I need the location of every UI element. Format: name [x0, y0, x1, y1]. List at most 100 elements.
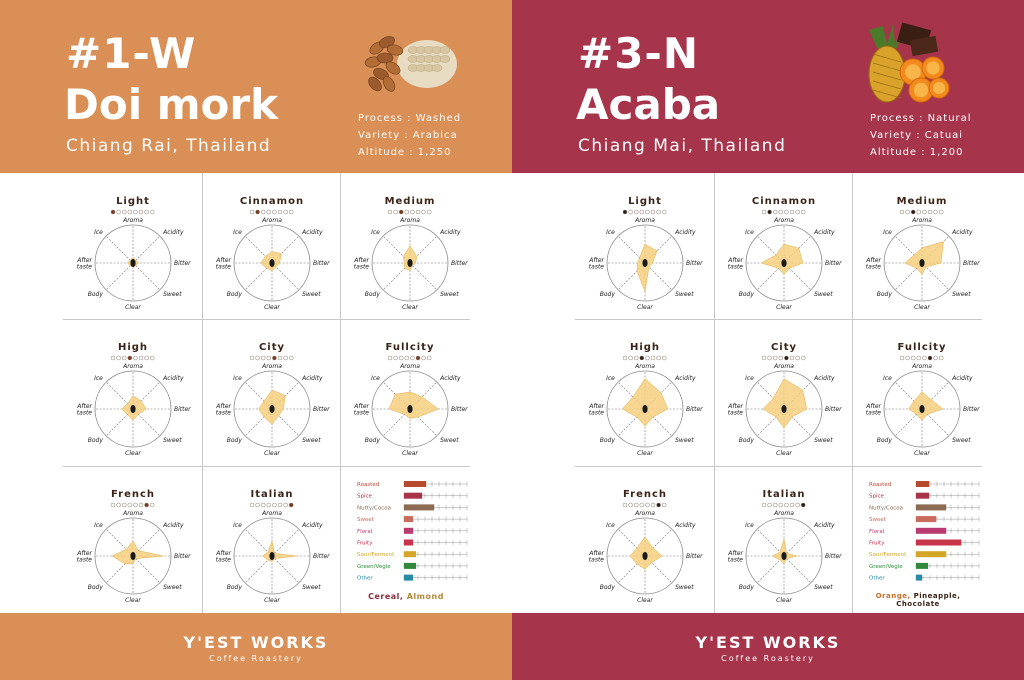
flavor-label: Other: [869, 576, 885, 582]
roast-level-name: Medium: [896, 196, 948, 207]
roast-level-name: Light: [116, 196, 150, 207]
coffee-location: Chiang Rai, Thailand: [66, 136, 272, 156]
roast-dot: [249, 209, 255, 215]
roast-dot: [277, 502, 283, 508]
axis-label: After taste: [215, 550, 231, 564]
axis-label: After taste: [865, 403, 881, 417]
coffee-bean-icon: [269, 259, 275, 267]
roast-dot: [260, 502, 266, 508]
roast-dot: [628, 502, 633, 508]
flavor-label: Sweet: [357, 517, 375, 523]
roast-dot: [410, 355, 415, 361]
axis-label: Acidity: [301, 522, 323, 529]
roast-dot: [633, 209, 639, 215]
radar-chart: Aroma Acidity Bitter Sweet Clear Body After tas…: [588, 355, 703, 457]
flavor-bar: [916, 516, 937, 523]
axis-label: Clear: [637, 597, 653, 604]
panel-header: #3-N Acaba Chiang Mai, Thailand Process : N…: [512, 0, 1024, 173]
axis-label: Bitter: [963, 260, 980, 267]
axis-label: Body: [600, 584, 616, 591]
axis-label: Sweet: [302, 291, 321, 298]
radar-cell-medium: Medium Aroma Acidity Bitter Sweet Clear Body Af…: [854, 173, 990, 319]
axis-label: Ice: [606, 375, 615, 382]
roast-level-name: Cinnamon: [239, 196, 305, 207]
coffee-process: Process : Washed: [358, 113, 462, 124]
radar-chart: Aroma Acidity Bitter Sweet Clear Body After tas…: [727, 502, 842, 604]
axis-label: Ice: [371, 229, 380, 236]
axis-label: Acidity: [162, 522, 184, 529]
roast-dot: [639, 355, 645, 361]
axis-label: Ice: [883, 375, 892, 382]
roast-dot: [800, 502, 806, 508]
axis-label: Acidity: [674, 522, 696, 529]
axis-label: Sweet: [814, 584, 833, 591]
roast-dot: [266, 209, 272, 215]
axis-label: Body: [739, 584, 755, 591]
axis-label: Bitter: [174, 260, 191, 267]
roast-dot: [421, 209, 426, 215]
flavor-bar: [404, 492, 423, 499]
roast-dot: [288, 502, 294, 508]
axis-label: After taste: [588, 257, 604, 271]
brand-name: Y'EST WORKS: [183, 633, 329, 652]
axis-label: Sweet: [814, 437, 833, 444]
roast-level-name: Cinnamon: [751, 196, 817, 207]
roast-dot: [933, 209, 938, 215]
coffee-bean-icon: [642, 259, 648, 267]
roast-dot: [260, 209, 266, 215]
coffee-code: #3-N: [578, 29, 699, 78]
roast-dot: [426, 355, 432, 361]
flavor-label: Nutty/Cocoa: [357, 505, 391, 511]
flavor-note-primary: Cereal,: [368, 592, 404, 601]
roast-dot: [645, 502, 650, 508]
roast-dot: [260, 355, 266, 361]
axis-label: Sweet: [302, 437, 321, 444]
radar-cell-cinnamon: Cinnamon Aroma Acidity Bitter Sweet Clear Body…: [204, 173, 340, 319]
radar-area: [262, 539, 297, 562]
flavor-label: Roasted: [357, 482, 379, 488]
radar-chart: Aroma Acidity Bitter Sweet Clear Body After tas…: [76, 355, 191, 457]
flavor-notes: Orange, Pineapple, Chocolate: [856, 592, 980, 608]
grid-divider: [202, 173, 203, 613]
axis-label: Sweet: [163, 437, 182, 444]
roast-dot: [639, 502, 645, 508]
axis-label: Clear: [125, 304, 141, 311]
axis-label: Acidity: [951, 229, 973, 236]
axis-label: Clear: [914, 304, 930, 311]
brand-subtitle: Coffee Roastery: [209, 654, 303, 663]
radar-chart: Aroma Acidity Bitter Sweet Clear Body After tas…: [76, 502, 191, 604]
flavor-bar: [404, 481, 427, 487]
roast-dot: [266, 502, 272, 508]
roast-dot: [421, 355, 426, 361]
roast-level-name: Fullcity: [385, 342, 435, 353]
flavor-bar: [916, 492, 930, 499]
radar-cell-italian: Italian Aroma Acidity Bitter Sweet Clear Body A…: [204, 466, 340, 612]
axis-label: Bitter: [313, 260, 330, 267]
axis-label: Ice: [606, 229, 615, 236]
roast-dot: [266, 355, 272, 361]
axis-label: Bitter: [451, 406, 468, 413]
axis-label: Body: [227, 291, 243, 298]
radar-area: [904, 241, 944, 275]
axis-label: Body: [877, 291, 893, 298]
flavor-label: Sour/Ferment: [869, 552, 907, 558]
axis-label: Clear: [914, 450, 930, 457]
roast-dot: [778, 355, 784, 361]
roast-dot: [121, 502, 127, 508]
axis-label: Ice: [94, 522, 103, 529]
roast-dot: [149, 209, 155, 215]
axis-label: Aroma: [634, 510, 655, 517]
roast-dot: [899, 209, 905, 215]
radar-area: [762, 378, 808, 429]
radar-chart: Aroma Acidity Bitter Sweet Clear Body After tas…: [865, 209, 980, 311]
axis-label: Clear: [402, 304, 418, 311]
axis-label: Acidity: [951, 375, 973, 382]
coffee-altitude: Altitude : 1,200: [870, 147, 964, 158]
coffee-altitude: Altitude : 1,250: [358, 147, 452, 158]
axis-label: Bitter: [686, 553, 703, 560]
flavor-bar: [404, 527, 414, 534]
almond-oat-icon: [355, 14, 465, 118]
radar-area: [908, 391, 944, 421]
roast-level-name: High: [629, 342, 661, 353]
flavor-bar: [916, 551, 947, 558]
